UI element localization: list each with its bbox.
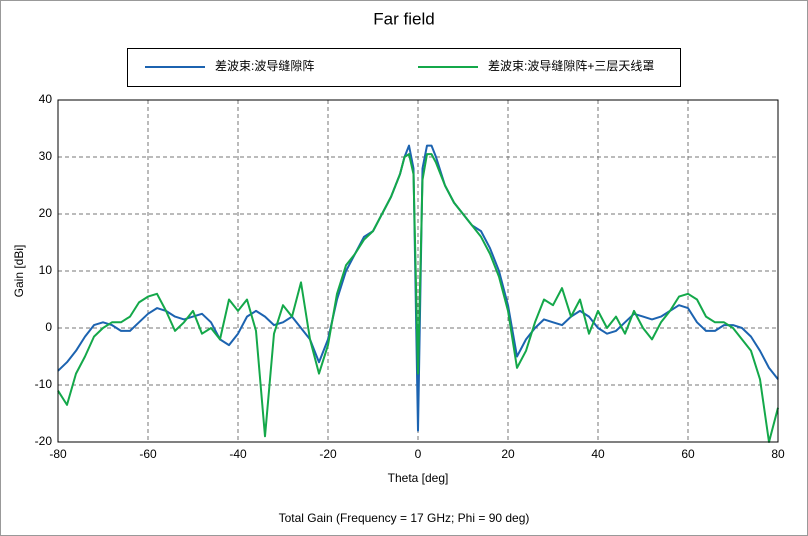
y-tick-label: 0	[45, 320, 52, 334]
x-axis-label: Theta [deg]	[388, 471, 449, 485]
y-tick-label: 30	[39, 149, 53, 163]
series-line	[57, 144, 779, 432]
y-tick-label: 40	[39, 92, 53, 106]
x-tick-label: 0	[415, 447, 422, 461]
plot-border	[57, 99, 779, 443]
footnote: Total Gain (Frequency = 17 GHz; Phi = 90…	[279, 511, 530, 525]
y-tick-label: 20	[39, 206, 53, 220]
x-tick-label: 80	[771, 447, 785, 461]
x-tick-label: -60	[139, 447, 157, 461]
x-tick-label: -40	[229, 447, 247, 461]
x-tick-label: -80	[49, 447, 67, 461]
x-tick-label: 40	[591, 447, 605, 461]
series-line	[57, 153, 779, 443]
legend-label: 差波束:波导缝隙阵	[215, 58, 314, 73]
y-tick-label: -20	[35, 434, 53, 448]
y-tick-label: -10	[35, 377, 53, 391]
legend-label: 差波束:波导缝隙阵+三层天线罩	[488, 58, 654, 73]
x-tick-label: -20	[319, 447, 337, 461]
y-tick-label: 10	[39, 263, 53, 277]
legend-box	[127, 48, 681, 87]
y-axis-label: Gain [dBi]	[12, 245, 26, 298]
x-tick-label: 60	[681, 447, 695, 461]
x-tick-label: 20	[501, 447, 515, 461]
chart-title: Far field	[373, 9, 434, 28]
